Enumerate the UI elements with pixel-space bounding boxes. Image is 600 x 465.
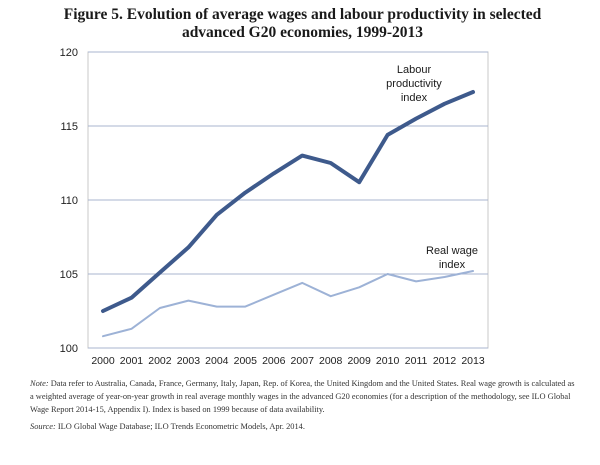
source-text: ILO Global Wage Database; ILO Trends Eco…	[57, 422, 305, 431]
y-axis: 100 105 110 115 120	[60, 47, 78, 355]
y-tick-label: 115	[60, 121, 78, 133]
figure-title-line1: Figure 5. Evolution of average wages and…	[63, 6, 542, 23]
y-tick-label: 120	[60, 47, 78, 59]
figure-notes: Note: Data refer to Australia, Canada, F…	[30, 377, 575, 437]
x-axis: 2000 2001 2002 2003 2004 2005 2006 2007 2008 2009…	[91, 355, 485, 367]
x-tick-label: 2008	[319, 355, 343, 367]
series-label-labour-productivity: index	[401, 92, 428, 104]
x-tick-label: 2000	[91, 355, 115, 367]
series-line-labour-productivity	[101, 90, 475, 313]
series-label-real-wage: index	[439, 259, 466, 271]
x-tick-label: 2012	[433, 355, 457, 367]
x-tick-label: 2006	[262, 355, 286, 367]
x-tick-label: 2005	[234, 355, 258, 367]
source-label: Source:	[30, 422, 56, 431]
x-tick-label: 2003	[177, 355, 201, 367]
series-label-labour-productivity: productivity	[386, 78, 442, 90]
x-tick-label: 2002	[148, 355, 172, 367]
series-group	[101, 90, 475, 338]
series-line-real-wage	[102, 270, 474, 338]
figure-title: Figure 5. Evolution of average wages and…	[30, 6, 575, 42]
x-tick-label: 2010	[376, 355, 400, 367]
line-chart: 100 105 110 115 120 2000 2001 2002 2003 2004 2005…	[60, 47, 489, 367]
x-tick-label: 2007	[291, 355, 315, 367]
y-tick-label: 105	[60, 269, 78, 281]
figure-title-line2: advanced G20 economies, 1999-2013	[181, 24, 424, 41]
x-tick-label: 2004	[205, 355, 229, 367]
series-label-real-wage: Real wage	[426, 245, 478, 257]
series-labels: Labour productivity index Real wage index	[386, 64, 478, 271]
x-tick-label: 2011	[405, 355, 428, 367]
x-tick-label: 2001	[120, 355, 144, 367]
gridlines	[88, 51, 488, 349]
source-paragraph: Source: ILO Global Wage Database; ILO Tr…	[30, 420, 575, 433]
y-tick-label: 100	[60, 343, 78, 355]
x-tick-label: 2013	[461, 355, 485, 367]
series-label-labour-productivity: Labour	[397, 64, 432, 76]
note-text: Data refer to Australia, Canada, France,…	[30, 379, 575, 414]
note-label: Note:	[30, 379, 49, 388]
note-paragraph: Note: Data refer to Australia, Canada, F…	[30, 377, 575, 416]
x-tick-label: 2009	[347, 355, 371, 367]
y-tick-label: 110	[60, 195, 78, 207]
